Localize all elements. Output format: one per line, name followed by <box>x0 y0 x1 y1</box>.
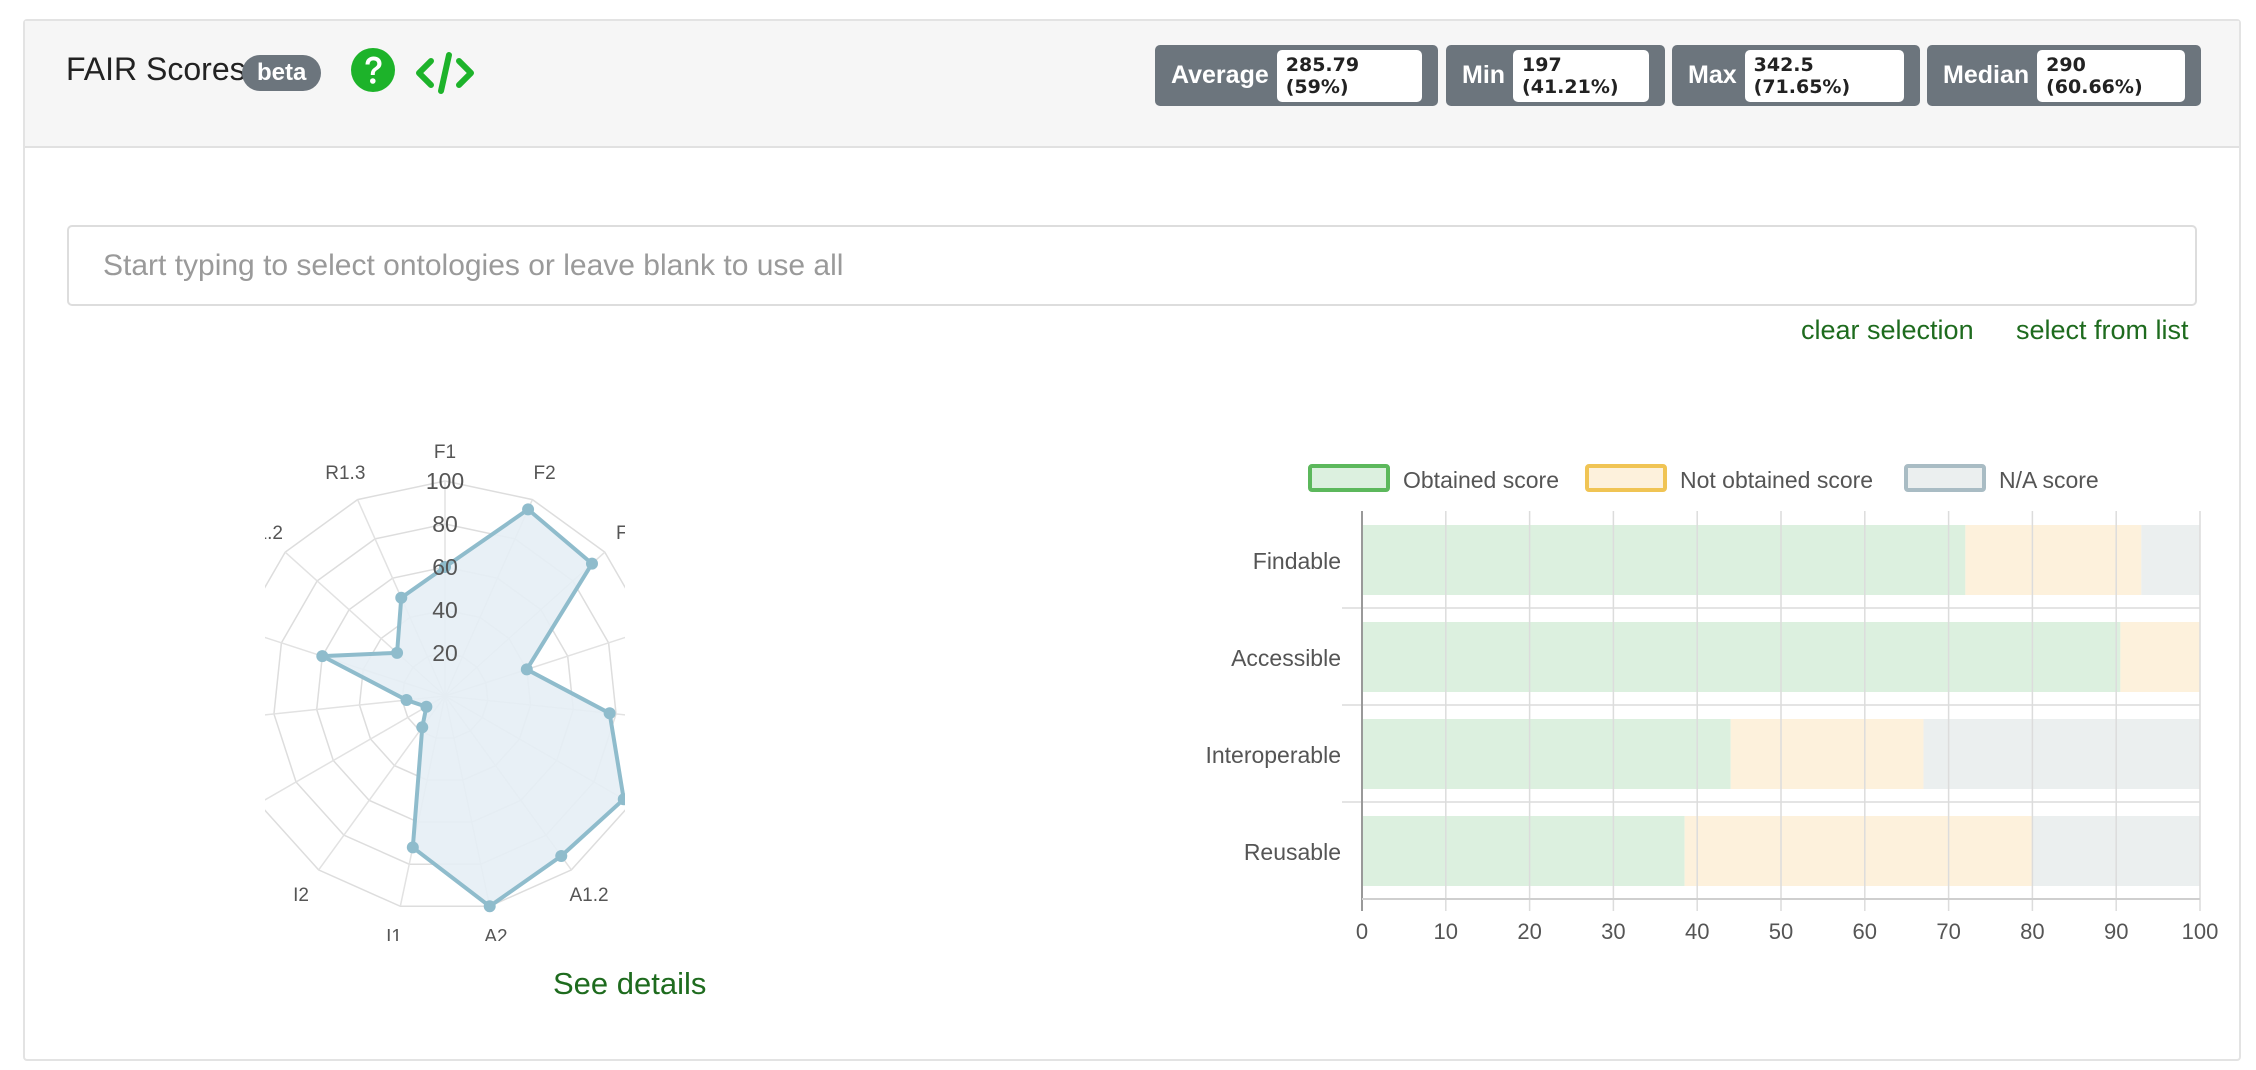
bar-segment <box>1923 719 2200 789</box>
see-details-link[interactable]: See details <box>553 966 707 1001</box>
stat-max: Max 342.5 (71.65%) <box>1672 45 1920 106</box>
stat-value: 342.5 (71.65%) <box>1744 49 1904 102</box>
chart-legend: Obtained score Not obtained score N/A scor… <box>1308 464 2099 493</box>
radar-point <box>391 646 404 659</box>
stat-label: Average <box>1171 61 1269 89</box>
category-label: Findable <box>1253 548 1341 574</box>
stat-value: 290 (60.66%) <box>2037 49 2185 102</box>
bar-segment <box>1362 816 1685 886</box>
radar-point <box>555 850 568 863</box>
x-tick-label: 80 <box>2020 919 2044 944</box>
beta-badge: beta <box>242 55 322 91</box>
code-icon[interactable] <box>415 51 475 95</box>
x-tick-label: 0 <box>1356 919 1368 944</box>
radar-point <box>406 841 419 854</box>
radar-point <box>585 557 598 570</box>
bar-segment <box>1965 525 2142 595</box>
x-tick-label: 60 <box>1853 919 1877 944</box>
legend-label: Obtained score <box>1403 467 1559 493</box>
bar-segment <box>1730 719 1924 789</box>
legend-swatch <box>1904 464 1986 492</box>
radar-tick-label: 100 <box>426 468 464 494</box>
radar-area <box>320 507 625 909</box>
clear-selection-link[interactable]: clear selection <box>1801 315 1974 345</box>
radar-point <box>400 694 413 707</box>
x-tick-label: 10 <box>1434 919 1458 944</box>
radar-series <box>316 503 625 913</box>
card-header: FAIR Scores beta Average 285.79 (59%) Mi… <box>25 21 2239 148</box>
radar-point <box>395 591 408 604</box>
x-tick-label: 40 <box>1685 919 1709 944</box>
card-title: FAIR Scores <box>66 51 246 87</box>
select-from-list-link[interactable]: select from list <box>2016 315 2189 345</box>
category-label: Reusable <box>1244 839 1341 865</box>
fair-radar-chart: 20406080100F1F2F3F4A1A1.1A1.2A2I1I2I3R1R… <box>265 442 625 941</box>
legend-swatch <box>1585 464 1667 492</box>
radar-axis-label: F2 <box>534 463 556 484</box>
radar-axis-label: R1.3 <box>325 463 365 484</box>
bar-segment <box>2120 622 2200 692</box>
stat-label: Min <box>1462 61 1506 89</box>
radar-axis-label: R1.2 <box>265 523 283 544</box>
radar-point <box>483 900 496 913</box>
fair-scores-card: FAIR Scores beta Average 285.79 (59%) Mi… <box>23 19 2241 1061</box>
legend-label: Not obtained score <box>1680 467 1873 493</box>
x-tick-label: 20 <box>1517 919 1541 944</box>
radar-tick-label: 60 <box>432 554 458 580</box>
radar-grid-ring <box>265 480 625 908</box>
radar-point <box>420 700 433 713</box>
stat-value: 285.79 (59%) <box>1276 49 1422 102</box>
bar-grid <box>1361 511 2201 911</box>
stat-min: Min 197 (41.21%) <box>1446 45 1665 106</box>
radar-tick-label: 40 <box>432 597 458 623</box>
radar-axis-label: F1 <box>434 442 456 463</box>
radar-tick-label: 80 <box>432 511 458 537</box>
bar-segment <box>1684 816 2033 886</box>
radar-point <box>520 663 533 676</box>
legend-label: N/A score <box>1999 467 2099 493</box>
x-tick-label: 100 <box>2182 919 2219 944</box>
legend-swatch <box>1308 464 1390 492</box>
radar-point <box>603 707 616 720</box>
x-tick-label: 30 <box>1601 919 1625 944</box>
category-label: Accessible <box>1231 645 1341 671</box>
bar-segment <box>1362 525 1966 595</box>
stat-median: Median 290 (60.66%) <box>1927 45 2201 106</box>
x-tick-label: 50 <box>1769 919 1793 944</box>
stat-label: Median <box>1943 61 2030 89</box>
category-label: Interoperable <box>1205 742 1341 768</box>
bar-segment <box>2141 525 2200 595</box>
radar-point <box>522 503 535 516</box>
radar-point <box>617 793 625 806</box>
ontology-search-input[interactable] <box>67 225 2197 306</box>
x-tick-label: 90 <box>2104 919 2128 944</box>
stat-average: Average 285.79 (59%) <box>1155 45 1438 106</box>
bar-segment <box>1362 719 1731 789</box>
radar-point <box>316 650 329 663</box>
radar-point <box>439 561 451 573</box>
radar-point <box>416 721 429 734</box>
x-tick-label: 70 <box>1936 919 1960 944</box>
radar-axis-label: I1 <box>386 927 402 941</box>
radar-tick-label: 20 <box>432 640 458 666</box>
radar-axis-label: F3 <box>616 523 625 544</box>
bar-segment <box>1362 622 2121 692</box>
fair-bar-chart: Obtained score Not obtained score N/A scor… <box>1205 464 2219 944</box>
stat-label: Max <box>1688 61 1737 89</box>
radar-spoke <box>265 695 446 801</box>
stat-value: 197 (41.21%) <box>1513 49 1649 102</box>
radar-axis-label: A2 <box>484 927 507 941</box>
radar-axis-label: A1.2 <box>569 885 608 906</box>
radar-axis-label: I2 <box>293 885 309 906</box>
bar-series <box>1362 525 2200 886</box>
question-circle-icon[interactable] <box>350 47 396 93</box>
